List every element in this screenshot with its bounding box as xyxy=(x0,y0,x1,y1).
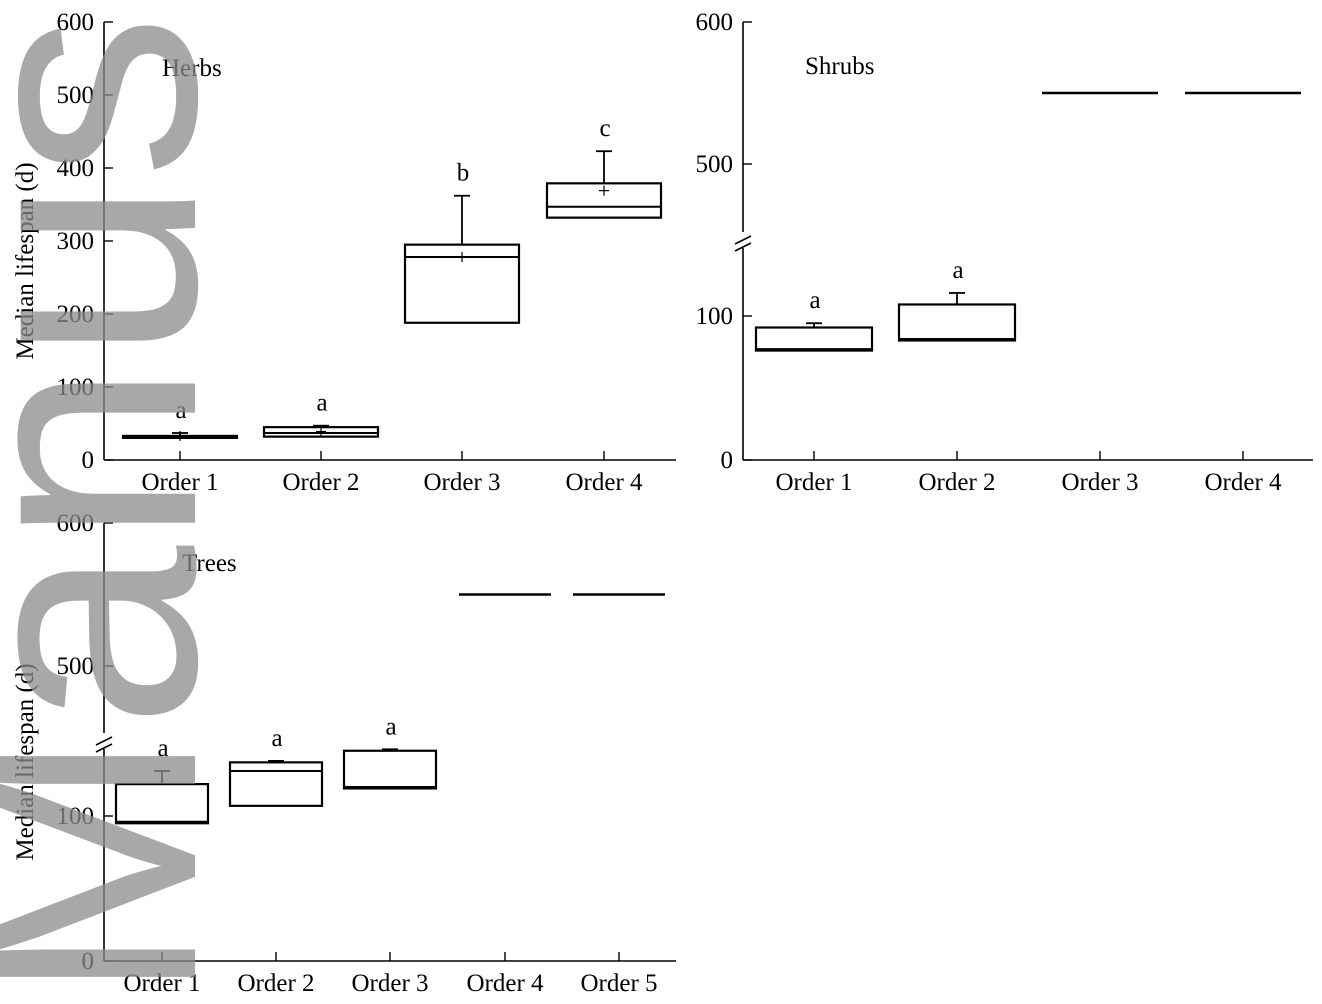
x-tick-label: Order 3 xyxy=(423,469,500,496)
x-tick-label: Order 1 xyxy=(775,469,852,496)
chart-panel-shrubs: 0 100 500 600 Order 1 Order 2 Order 3 Order 4 Sh… xyxy=(696,9,1313,496)
y-axis-title: Median lifespan (d) xyxy=(12,663,39,860)
y-tick-label: 600 xyxy=(57,510,95,537)
axis-break-mark xyxy=(95,736,113,746)
x-tick-label: Order 1 xyxy=(141,469,218,496)
significance-letter: a xyxy=(157,735,168,762)
significance-letter: a xyxy=(175,397,186,424)
significance-letter: b xyxy=(457,160,470,187)
panel-title: Herbs xyxy=(162,55,222,82)
significance-letter: c xyxy=(599,115,610,142)
chart-panels: 0 100 200 300 400 500 600 Order 1 Order 2 Order 3… xyxy=(12,9,1313,997)
y-tick-label: 100 xyxy=(57,374,95,401)
y-tick-label: 200 xyxy=(57,301,95,328)
box-body xyxy=(228,761,324,807)
y-axis-title: Median lifespan (d) xyxy=(12,162,39,359)
box-body xyxy=(114,782,210,825)
axis-break-mark xyxy=(95,743,113,753)
panel-title: Trees xyxy=(182,550,237,577)
significance-letter: a xyxy=(952,257,963,284)
y-tick-label: 500 xyxy=(57,82,95,109)
watermark-text: Manuscript xyxy=(0,0,267,1004)
y-tick-label: 0 xyxy=(82,948,95,975)
y-tick-label: 100 xyxy=(696,303,734,330)
box-body xyxy=(342,749,438,790)
significance-letter: a xyxy=(316,390,327,417)
chart-panel-herbs: 0 100 200 300 400 500 600 Order 1 Order 2 Order 3… xyxy=(12,9,676,496)
chart-panel-trees: 0 100 500 600 Order 1 Order 2 Order 3 Order 4 Or… xyxy=(12,510,676,997)
x-tick-label: Order 4 xyxy=(565,469,643,496)
box-body xyxy=(897,303,1017,342)
y-tick-label: 100 xyxy=(57,803,95,830)
x-tick-label: Order 4 xyxy=(1204,469,1282,496)
x-tick-label: Order 2 xyxy=(237,970,314,997)
significance-letter: a xyxy=(809,287,820,314)
y-tick-label: 500 xyxy=(696,151,734,178)
x-tick-label: Order 2 xyxy=(918,469,995,496)
x-tick-label: Order 1 xyxy=(123,970,200,997)
panel-title: Shrubs xyxy=(805,53,874,80)
y-tick-label: 400 xyxy=(57,155,95,182)
x-tick-label: Order 2 xyxy=(282,469,359,496)
x-tick-label: Order 3 xyxy=(351,970,428,997)
y-tick-label: 600 xyxy=(57,9,95,36)
box-body xyxy=(754,326,874,352)
x-tick-label: Order 4 xyxy=(466,970,544,997)
y-tick-label: 300 xyxy=(57,228,95,255)
x-tick-label: Order 5 xyxy=(580,970,657,997)
y-tick-label: 500 xyxy=(57,653,95,680)
significance-letter: a xyxy=(271,725,282,752)
significance-letter: a xyxy=(385,713,396,740)
axis-break-mark xyxy=(734,235,752,245)
y-tick-label: 0 xyxy=(82,447,95,474)
axis-break-mark xyxy=(734,242,752,252)
y-tick-label: 600 xyxy=(696,9,734,36)
x-tick-label: Order 3 xyxy=(1061,469,1138,496)
y-tick-label: 0 xyxy=(721,447,734,474)
